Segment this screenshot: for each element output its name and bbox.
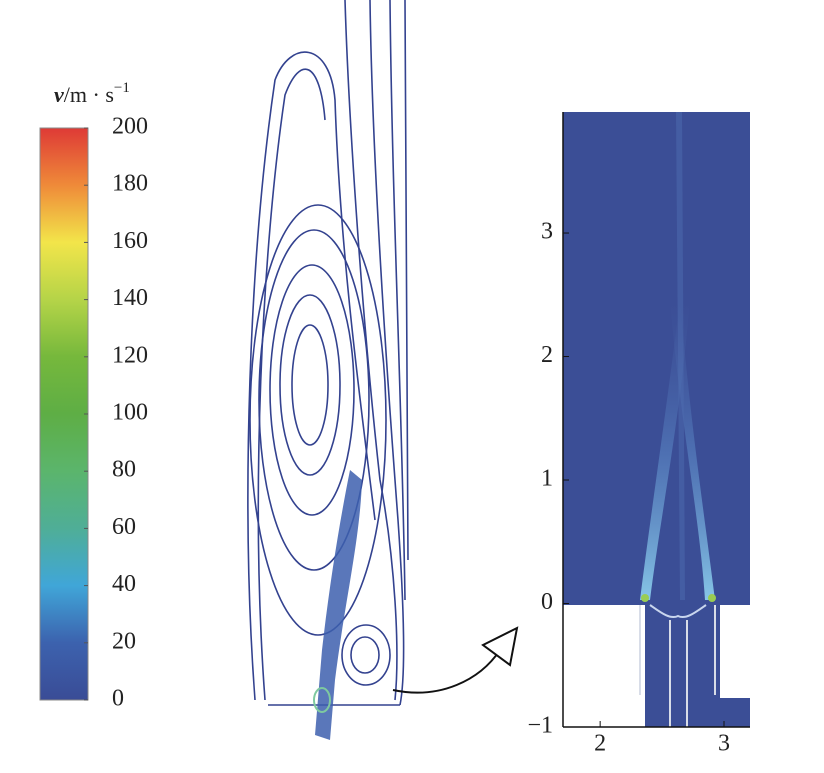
y-tick-label: 1 bbox=[541, 466, 553, 492]
arrow bbox=[392, 649, 501, 694]
tick-label: 120 bbox=[112, 342, 148, 368]
streamlines bbox=[247, 0, 409, 740]
colorbar: 0 20 40 60 80 100 120 140 160 180 200 bbox=[39, 114, 148, 712]
contour-field bbox=[563, 112, 750, 727]
axes: −1 0 1 2 3 2 3 bbox=[527, 112, 750, 757]
tick-label: 60 bbox=[112, 514, 136, 540]
label-unit: /m · s bbox=[64, 82, 114, 107]
tick-label: 40 bbox=[112, 571, 136, 597]
tick-label: 180 bbox=[112, 171, 148, 197]
x-tick-label: 3 bbox=[718, 731, 730, 757]
tick-label: 100 bbox=[112, 400, 148, 426]
y-tick-label: 0 bbox=[541, 589, 553, 615]
tick-label: 20 bbox=[112, 628, 136, 654]
y-tick-label: 3 bbox=[541, 219, 553, 245]
colorbar-label: v/m · s−1 bbox=[54, 80, 130, 107]
tick-label: 160 bbox=[112, 228, 148, 254]
tick-label: 80 bbox=[112, 457, 136, 483]
label-exponent: −1 bbox=[114, 80, 130, 96]
arrow-head bbox=[481, 626, 519, 667]
y-tick-label: −1 bbox=[527, 713, 553, 739]
y-tick-label: 2 bbox=[541, 342, 553, 368]
tick-label: 0 bbox=[112, 686, 124, 712]
x-tick-label: 2 bbox=[594, 731, 606, 757]
label-symbol: v bbox=[54, 82, 64, 107]
tick-label: 200 bbox=[112, 114, 148, 140]
colorbar-fill bbox=[39, 127, 89, 701]
tick-label: 140 bbox=[112, 285, 148, 311]
